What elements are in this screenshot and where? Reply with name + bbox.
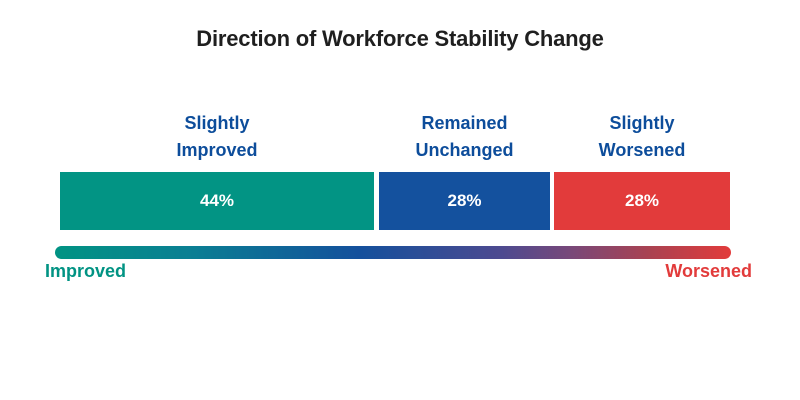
category-label-line2: Improved <box>176 140 258 160</box>
category-label-line2: Worsened <box>598 140 686 160</box>
axis-label-improved: Improved <box>45 261 127 281</box>
chart-title: Direction of Workforce Stability Change <box>196 26 604 51</box>
segment-value-label: 44% <box>199 191 235 210</box>
category-label-line1: Slightly <box>184 113 250 133</box>
category-label-slightly-improved: Slightly Improved <box>176 110 257 164</box>
segment-value-label: 28% <box>447 191 482 210</box>
category-label-line2: Unchanged <box>415 140 514 160</box>
axis-label-worsened: Worsened <box>665 261 752 281</box>
bar-segment-slightly-worsened: 28% <box>554 172 730 230</box>
segment-value-label: 28% <box>624 191 660 210</box>
stacked-bar: 44% 28% 28% <box>0 172 800 230</box>
improved-worsened-gradient-axis <box>55 246 731 259</box>
bar-segment-slightly-improved: 44% <box>60 172 374 230</box>
category-label-line1: Remained <box>421 113 508 133</box>
category-label-line1: Slightly <box>609 113 675 133</box>
bar-segment-remained-unchanged: 28% <box>379 172 550 230</box>
category-label-slightly-worsened: Slightly Worsened <box>599 110 686 164</box>
category-label-remained-unchanged: Remained Unchanged <box>415 110 513 164</box>
